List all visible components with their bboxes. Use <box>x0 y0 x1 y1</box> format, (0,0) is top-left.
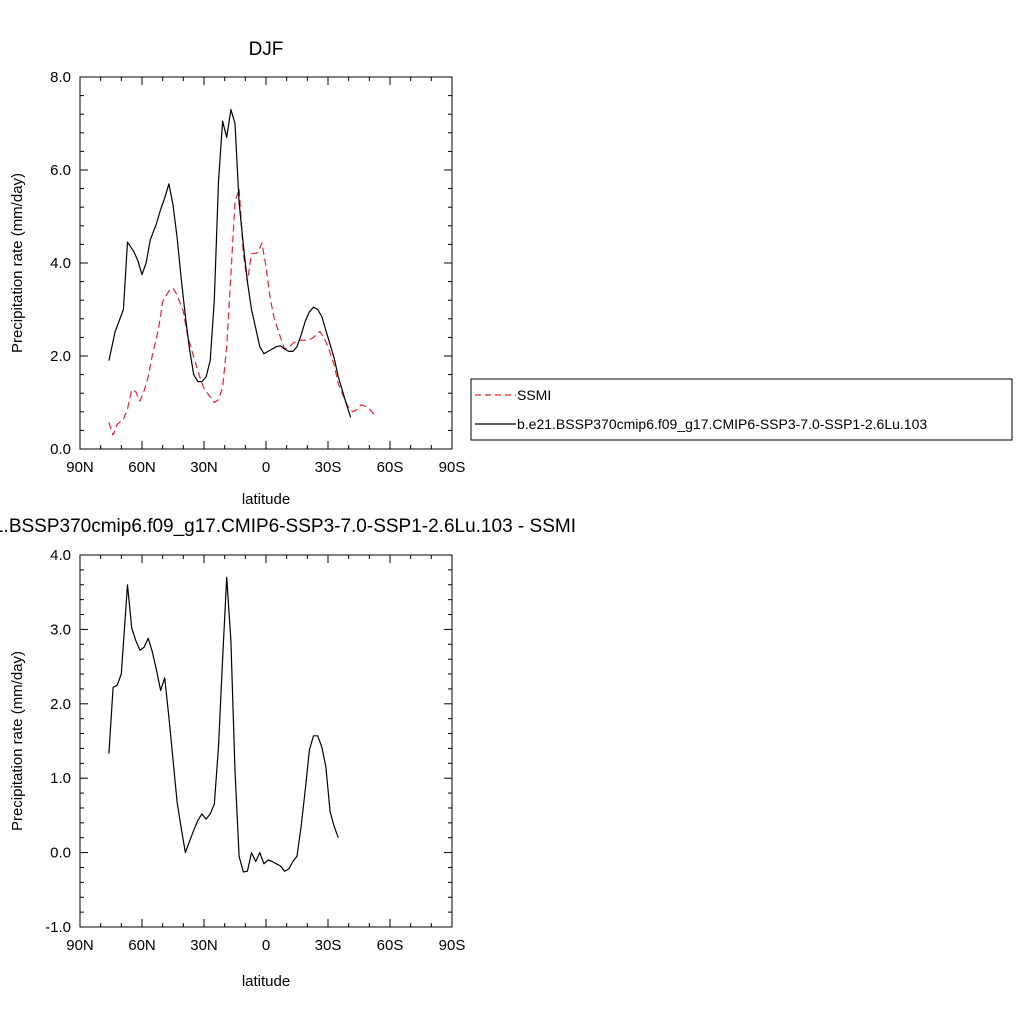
x-tick-labels: 90N 60N 30N 0 30S 60S 90S <box>66 459 465 476</box>
x-tick-label: 0 <box>262 459 270 476</box>
x-tick-label: 90S <box>439 937 466 954</box>
x-tick-label: 30S <box>315 459 342 476</box>
series-lines <box>108 576 339 873</box>
y-tick-label: 4.0 <box>50 255 71 272</box>
legend-label-model: b.e21.BSSP370cmip6.f09_g17.CMIP6-SSP3-7.… <box>517 416 927 432</box>
x-tick-label: 30N <box>190 937 218 954</box>
y-tick-label: 3.0 <box>50 621 71 638</box>
series-line-0 <box>108 188 377 436</box>
x-tick-label: 30S <box>315 937 342 954</box>
x-tick-label: 30N <box>190 459 218 476</box>
djf-panel: DJF 0.02.04.06.08.0 90N 60N 30N 0 30S 60S 90S … <box>9 39 465 508</box>
legend-box <box>470 378 1013 441</box>
y-tick-label: 6.0 <box>50 162 71 179</box>
legend: SSMI b.e21.BSSP370cmip6.f09_g17.CMIP6-SS… <box>470 378 1013 441</box>
y-tick-label: 8.0 <box>50 69 71 86</box>
y-tick-label: 0.0 <box>50 845 71 862</box>
y-tick-label: -1.0 <box>45 919 71 936</box>
difference-panel: b.e21.BSSP370cmip6.f09_g17.CMIP6-SSP3-7.… <box>0 516 576 990</box>
y-tick-label: 2.0 <box>50 348 71 365</box>
series-lines <box>108 108 377 436</box>
y-axis-label: Precipitation rate (mm/day) <box>9 651 26 831</box>
y-tick-labels: 0.0 2.0 4.0 6.0 8.0 <box>50 69 71 458</box>
y-tick-label: 1.0 <box>50 770 71 787</box>
axis-ticks <box>79 76 453 450</box>
series-line-1 <box>108 108 352 418</box>
plot-frame <box>79 554 453 928</box>
x-tick-label: 0 <box>262 937 270 954</box>
x-tick-label: 90N <box>66 459 94 476</box>
y-tick-label: 0.0 <box>50 441 71 458</box>
y-tick-labels: -1.0 0.0 1.0 2.0 3.0 4.0 <box>45 547 71 936</box>
x-axis-label: latitude <box>242 973 290 990</box>
x-tick-label: 60N <box>128 459 156 476</box>
panel-title: b.e21.BSSP370cmip6.f09_g17.CMIP6-SSP3-7.… <box>0 516 576 537</box>
series-line-0 <box>108 576 339 873</box>
axis-ticks <box>79 554 453 928</box>
y-tick-label: 4.0 <box>50 547 71 564</box>
x-tick-label: 90S <box>439 459 466 476</box>
y-axis-label: Precipitation rate (mm/day) <box>9 173 26 353</box>
y-tick-label: 2.0 <box>50 696 71 713</box>
x-tick-label: 60S <box>377 459 404 476</box>
x-tick-label: 60S <box>377 937 404 954</box>
x-axis-label: latitude <box>242 491 290 508</box>
panel-title: DJF <box>249 39 284 60</box>
legend-label-ssmi: SSMI <box>517 387 551 403</box>
x-tick-labels: 90N 60N 30N 0 30S 60S 90S <box>66 937 465 954</box>
x-tick-label: 90N <box>66 937 94 954</box>
x-tick-label: 60N <box>128 937 156 954</box>
